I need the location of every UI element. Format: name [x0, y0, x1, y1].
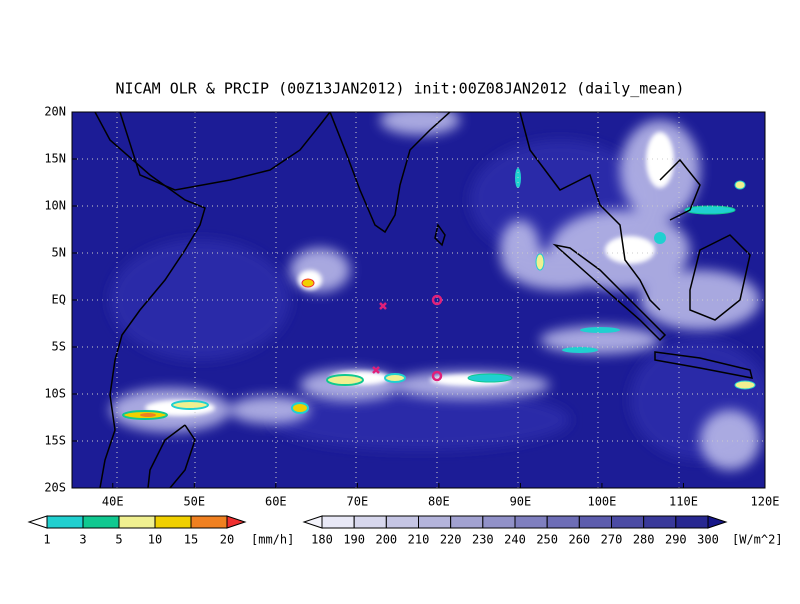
olr-colorbar-segment — [418, 515, 452, 529]
precip-colorbar-segment — [118, 515, 156, 529]
olr-colorbar-label: 220 — [440, 533, 462, 547]
precip-colorbar-label: 1 — [43, 533, 50, 547]
precip-colorbar-segment — [82, 515, 120, 529]
olr-colorbar-label: 210 — [408, 533, 430, 547]
lat-label: 15S — [44, 434, 66, 448]
precip-colorbar-segment — [154, 515, 192, 529]
lat-label: 15N — [44, 152, 66, 166]
olr-colorbar-label: 250 — [536, 533, 558, 547]
map-area — [72, 112, 765, 488]
lat-label: 5N — [52, 246, 66, 260]
map-title: NICAM OLR & PRCIP (00Z13JAN2012) init:00… — [116, 80, 685, 98]
lon-label: 50E — [183, 495, 205, 509]
olr-colorbar-segment — [578, 515, 612, 529]
lat-label: 10N — [44, 199, 66, 213]
lon-label: 120E — [751, 495, 780, 509]
lat-label: 20S — [44, 481, 66, 495]
olr-colorbar-label: 290 — [665, 533, 687, 547]
precip-colorbar-end — [27, 515, 48, 529]
olr-colorbar-label: 200 — [375, 533, 397, 547]
precip-colorbar-end — [226, 515, 247, 529]
olr-colorbar-segment — [321, 515, 355, 529]
olr-colorbar-segment — [514, 515, 548, 529]
precip-cells — [122, 168, 756, 420]
precip-colorbar-segment — [46, 515, 84, 529]
precip-colorbar-label: 15 — [184, 533, 198, 547]
precip-colorbar-label: 3 — [79, 533, 86, 547]
olr-colorbar-segment — [546, 515, 580, 529]
precip-colorbar-label: 10 — [148, 533, 162, 547]
precip-colorbar-label: 20 — [220, 533, 234, 547]
coastlines — [94, 112, 754, 488]
olr-colorbar-label: 240 — [504, 533, 526, 547]
olr-colorbar-label: 270 — [601, 533, 623, 547]
olr-colorbar-segment — [643, 515, 677, 529]
lat-label: 10S — [44, 387, 66, 401]
lon-label: 80E — [428, 495, 450, 509]
olr-colorbar-segment — [450, 515, 484, 529]
lon-label: 40E — [102, 495, 124, 509]
olr-colorbar-end — [707, 515, 728, 529]
precip-colorbar-segment — [190, 515, 228, 529]
storm-markers — [372, 294, 443, 382]
precip-colorbar-unit: [mm/h] — [251, 533, 294, 547]
olr-colorbar-unit: [W/m^2] — [732, 533, 783, 547]
olr-colorbar-segment — [675, 515, 709, 529]
olr-colorbar-label: 280 — [633, 533, 655, 547]
axis-labels: 20N 15N 10N 5N EQ 5S 10S 15S 20S 40E 50E 60E 70E 80E 9… — [44, 105, 779, 509]
lon-label: 100E — [587, 495, 616, 509]
lat-label: 20N — [44, 105, 66, 119]
lon-label: 60E — [265, 495, 287, 509]
olr-colorbar-segment — [611, 515, 645, 529]
lon-label: 70E — [347, 495, 369, 509]
olr-colorbar-label: 180 — [311, 533, 333, 547]
lon-label: 90E — [510, 495, 532, 509]
olr-colorbar-segment — [482, 515, 516, 529]
olr-colorbar-segment — [353, 515, 387, 529]
olr-colorbar-label: 300 — [697, 533, 719, 547]
lat-label: 5S — [52, 340, 66, 354]
olr-colorbar-end — [302, 515, 323, 529]
colorbars: 1 3 5 10 15 20 [mm/h] 180 190 200 210 220 230 240 250 2… — [27, 515, 783, 547]
olr-colorbar-segment — [385, 515, 420, 529]
olr-colorbar-label: 190 — [343, 533, 365, 547]
lat-label: EQ — [52, 293, 66, 307]
precip-colorbar-label: 5 — [115, 533, 122, 547]
olr-colorbar-label: 230 — [472, 533, 494, 547]
lon-label: 110E — [669, 495, 698, 509]
olr-colorbar-label: 260 — [568, 533, 590, 547]
